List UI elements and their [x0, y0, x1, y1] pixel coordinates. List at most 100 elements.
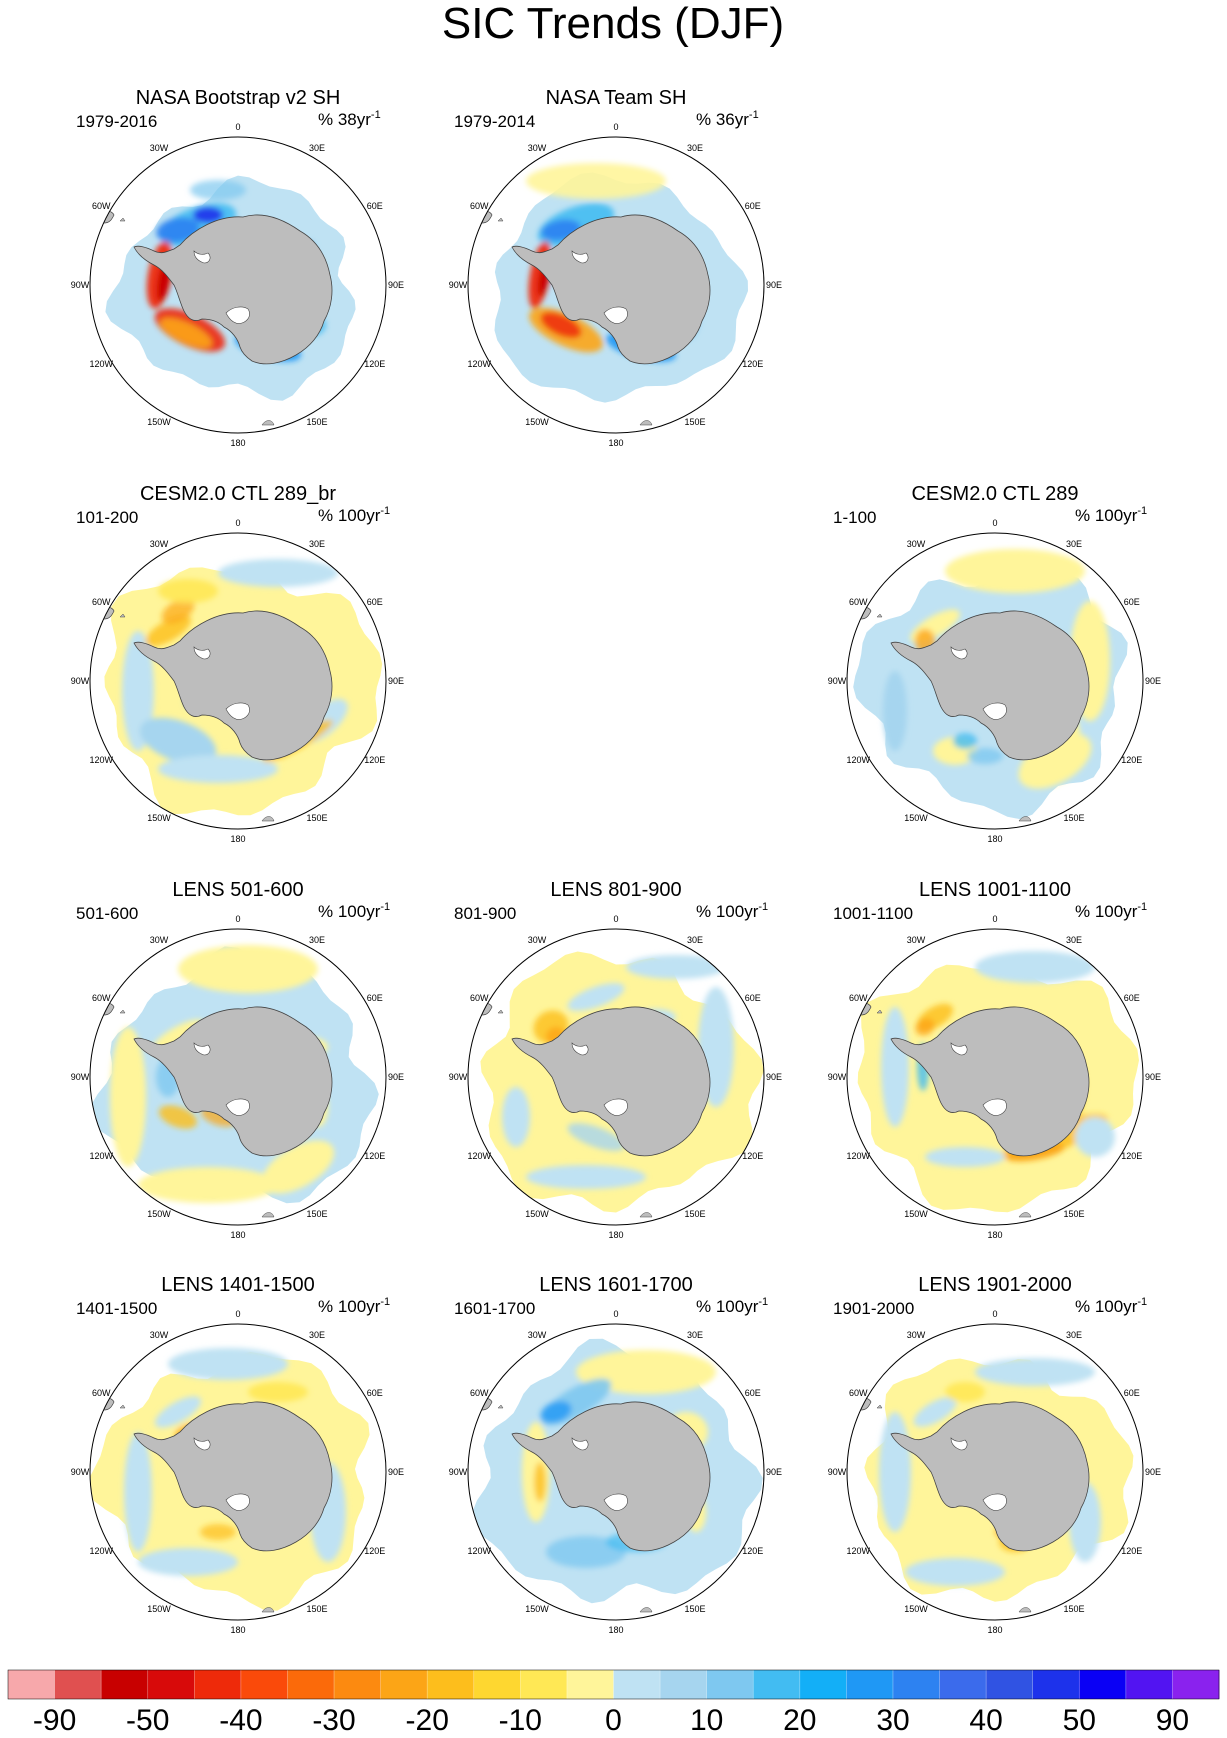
panel-title: LENS 501-600 — [172, 879, 303, 901]
colorbar-swatch — [660, 1670, 708, 1699]
map-boundary — [467, 928, 765, 1226]
sea-ice-trend-field — [91, 175, 356, 426]
panel-period: 1979-2016 — [76, 112, 157, 131]
sea-ice-trend-field — [91, 559, 383, 822]
panel-unit: % 100yr-1 — [1075, 901, 1147, 921]
sea-ice-trend-field — [469, 1338, 763, 1613]
longitude-label: 30E — [1066, 935, 1082, 945]
new-zealand-tip — [1018, 816, 1032, 822]
map-boundary — [467, 1323, 765, 1621]
colorbar-swatch — [194, 1670, 242, 1699]
sea-ice-trend-field — [848, 951, 1139, 1218]
panel-period: 101-200 — [76, 508, 138, 527]
map-panel-lens1901: 0 30E 60E 90E 120E 150E 180 150W 120W 90W 60W 30W LE… — [828, 1274, 1161, 1635]
new-zealand-tip — [639, 1607, 653, 1613]
panel-unit: % 100yr-1 — [696, 901, 768, 921]
longitude-label: 0 — [992, 518, 997, 528]
panel-unit: % 38yr-1 — [318, 109, 381, 129]
colorbar-swatch — [1079, 1670, 1127, 1699]
map-panel-ctl: 0 30E 60E 90E 120E 150E 180 150W 120W 90W 60W 30W CE… — [828, 483, 1161, 844]
south-america-tip — [91, 1002, 126, 1016]
longitude-label: 30E — [309, 143, 325, 153]
longitude-label: 60E — [1124, 993, 1140, 1003]
longitude-label: 150W — [525, 1209, 549, 1219]
longitude-label: 90W — [828, 676, 847, 686]
longitude-label: 120E — [742, 359, 763, 369]
south-america-tip — [469, 1397, 504, 1411]
longitude-label: 150W — [147, 1604, 171, 1614]
sea-ice-trend-field — [90, 1348, 370, 1613]
longitude-label: 30E — [309, 1330, 325, 1340]
colorbar-swatch — [613, 1670, 661, 1699]
colorbar-tick-label: 30 — [876, 1704, 909, 1737]
south-america-tip — [91, 210, 126, 224]
panel-period: 1001-1100 — [833, 904, 913, 923]
longitude-label: 150E — [684, 1209, 705, 1219]
longitude-label: 0 — [992, 1309, 997, 1319]
longitude-label: 120W — [467, 1151, 491, 1161]
panel-title: CESM2.0 CTL 289 — [911, 483, 1078, 505]
longitude-label: 30W — [150, 143, 169, 153]
map-boundary — [89, 1323, 387, 1621]
colorbar-tick-label: 0 — [605, 1704, 622, 1737]
longitude-label: 150E — [306, 417, 327, 427]
colorbar-swatch — [566, 1670, 614, 1699]
longitude-label: 150E — [684, 1604, 705, 1614]
sea-ice-trend-field — [469, 951, 772, 1218]
colorbar-swatch — [939, 1670, 987, 1699]
longitude-label: 30W — [528, 935, 547, 945]
longitude-label: 150E — [1063, 1604, 1084, 1614]
new-zealand-tip — [261, 420, 275, 426]
longitude-label: 90W — [71, 280, 90, 290]
new-zealand-tip — [639, 420, 653, 426]
longitude-label: 30W — [528, 143, 547, 153]
panel-period: 1601-1700 — [454, 1299, 535, 1318]
colorbar-swatch — [101, 1670, 149, 1699]
sea-ice-trend-field — [90, 945, 379, 1218]
colorbar-swatch — [287, 1670, 335, 1699]
panel-title: CESM2.0 CTL 289_br — [140, 483, 336, 505]
longitude-label: 120W — [846, 1151, 870, 1161]
longitude-label: 120E — [742, 1546, 763, 1556]
island-marker — [768, 1003, 772, 1007]
colorbar-swatch — [846, 1670, 894, 1699]
colorbar-swatch — [706, 1670, 754, 1699]
colorbar: -90 -50 -40 -30 -20 -10 0 10 20 30 40 50 90 — [7, 1669, 1220, 1737]
map-panel-team: 0 30E 60E 90E 120E 150E 180 150W 120W 90W 60W 30W NA… — [449, 87, 782, 448]
longitude-label: 90W — [828, 1467, 847, 1477]
longitude-label: 30E — [687, 1330, 703, 1340]
south-america-tip — [469, 1002, 504, 1016]
colorbar-tick-label: 90 — [1156, 1704, 1189, 1737]
longitude-label: 60E — [367, 993, 383, 1003]
longitude-label: 60W — [92, 597, 111, 607]
panel-period: 1401-1500 — [76, 1299, 157, 1318]
longitude-label: 90E — [1145, 1072, 1161, 1082]
longitude-label: 90E — [388, 1467, 404, 1477]
longitude-label: 90W — [449, 1072, 468, 1082]
map-panel-bootstrap: 0 30E 60E 90E 120E 150E 180 150W 120W 90W 60W 30W NA… — [71, 87, 404, 448]
longitude-label: 90W — [449, 1467, 468, 1477]
colorbar-swatch — [473, 1670, 521, 1699]
panel-unit: % 36yr-1 — [696, 109, 759, 129]
colorbar-tick-label: -40 — [219, 1704, 262, 1737]
longitude-label: 0 — [613, 1309, 618, 1319]
longitude-label: 120E — [1121, 1151, 1142, 1161]
south-america-tip — [848, 1397, 883, 1411]
longitude-label: 150W — [525, 1604, 549, 1614]
longitude-label: 90E — [766, 280, 782, 290]
south-america-tip — [848, 606, 883, 620]
sea-ice-trend-field — [469, 163, 748, 426]
longitude-label: 180 — [987, 1230, 1002, 1240]
longitude-label: 0 — [235, 518, 240, 528]
longitude-label: 150E — [306, 1604, 327, 1614]
colorbar-tick-label: 20 — [783, 1704, 816, 1737]
map-panel-lens501: 0 30E 60E 90E 120E 150E 180 150W 120W 90W 60W 30W LE… — [71, 879, 404, 1240]
colorbar-swatch — [54, 1670, 102, 1699]
longitude-label: 30E — [687, 143, 703, 153]
panel-title: LENS 1601-1700 — [539, 1274, 692, 1296]
panel-unit: % 100yr-1 — [318, 901, 390, 921]
longitude-label: 120E — [1121, 755, 1142, 765]
colorbar-swatch — [892, 1670, 940, 1699]
page-title: SIC Trends (DJF) — [442, 0, 784, 48]
